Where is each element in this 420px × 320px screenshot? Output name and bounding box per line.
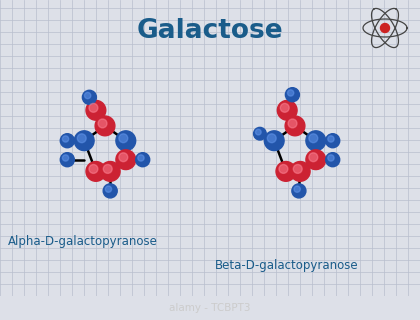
Circle shape [77,134,86,143]
Circle shape [60,153,74,167]
Circle shape [267,134,276,143]
Text: Beta-D-galactopyranose: Beta-D-galactopyranose [215,260,359,273]
Circle shape [381,23,389,33]
Circle shape [103,184,117,198]
Text: alamy - TCBPT3: alamy - TCBPT3 [169,303,251,313]
Circle shape [119,134,128,143]
Circle shape [82,90,97,104]
Circle shape [293,164,302,173]
Text: Alpha-D-galactopyranose: Alpha-D-galactopyranose [8,235,158,247]
Circle shape [279,164,288,173]
Circle shape [264,131,284,151]
Circle shape [63,155,69,161]
Circle shape [95,116,115,136]
Circle shape [285,88,299,102]
Circle shape [292,184,306,198]
Circle shape [84,92,91,99]
Circle shape [136,153,150,167]
Circle shape [287,90,294,96]
Circle shape [100,162,120,181]
Circle shape [89,164,98,173]
Circle shape [277,100,297,120]
Circle shape [254,127,266,140]
Circle shape [326,134,340,148]
Circle shape [306,150,326,170]
Circle shape [116,131,136,151]
Circle shape [89,103,98,112]
Circle shape [290,162,310,181]
Circle shape [63,136,69,142]
Circle shape [285,116,305,136]
Circle shape [255,129,261,135]
Circle shape [276,162,296,181]
Circle shape [306,131,326,151]
Circle shape [328,136,334,142]
Text: Galactose: Galactose [136,18,284,44]
Circle shape [328,155,334,161]
Circle shape [309,153,318,162]
Circle shape [309,134,318,143]
Circle shape [294,186,300,192]
Circle shape [116,150,136,170]
Circle shape [138,155,144,161]
Circle shape [288,119,297,128]
Circle shape [98,119,107,128]
Circle shape [326,153,340,167]
Circle shape [119,153,128,162]
Circle shape [86,162,106,181]
Circle shape [60,134,74,148]
Circle shape [105,186,112,192]
Circle shape [86,100,106,120]
Circle shape [103,164,112,173]
Circle shape [74,131,94,151]
Circle shape [280,103,289,112]
